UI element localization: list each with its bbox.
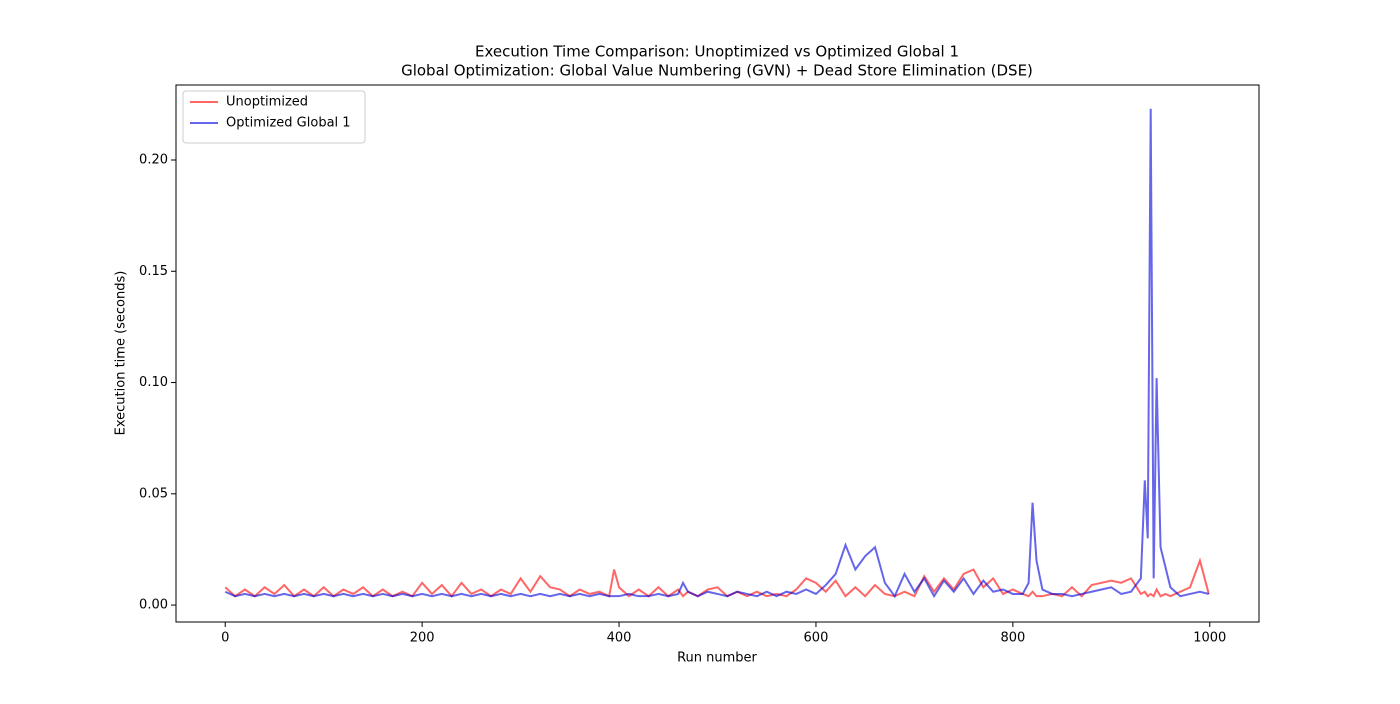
y-axis-label: Execution time (seconds) <box>114 271 129 436</box>
legend-label: Unoptimized <box>226 95 308 110</box>
series-line <box>224 557 1210 598</box>
y-tick-label: 0.10 <box>139 375 168 390</box>
y-tick-label: 0.20 <box>139 152 168 167</box>
x-tick-label: 400 <box>607 631 632 646</box>
x-tick-label: 1000 <box>1193 631 1226 646</box>
chart-title: Execution Time Comparison: Unoptimized v… <box>475 43 959 61</box>
legend-label: Optimized Global 1 <box>226 116 351 131</box>
chart-subtitle: Global Optimization: Global Value Number… <box>401 62 1033 80</box>
y-tick-label: 0.05 <box>139 486 168 501</box>
x-tick-label: 0 <box>221 631 229 646</box>
series-line <box>224 108 1210 599</box>
legend-box <box>182 90 366 144</box>
x-tick-label: 800 <box>1000 631 1025 646</box>
y-tick-label: 0.00 <box>139 598 168 613</box>
x-axis-label: Run number <box>677 651 757 666</box>
y-tick-label: 0.15 <box>139 264 168 279</box>
x-tick-label: 200 <box>410 631 435 646</box>
plot-frame <box>175 84 1260 623</box>
x-tick-label: 600 <box>804 631 829 646</box>
